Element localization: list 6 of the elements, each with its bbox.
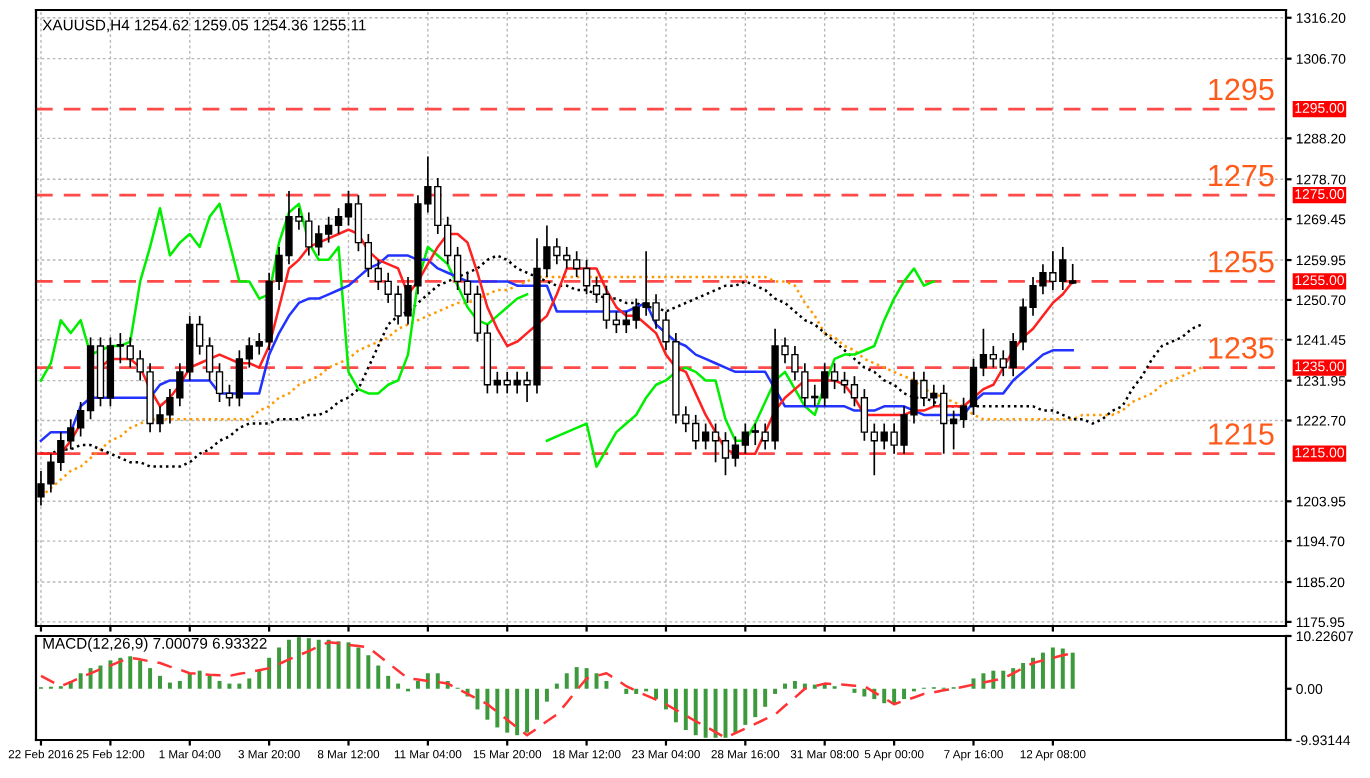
ref-line-label: 1235 [1209, 337, 1274, 359]
line-series [39, 641, 1074, 740]
ref-line-label: 1275 [1209, 164, 1274, 187]
ref-line-label: 1295 [1209, 78, 1274, 101]
ref-line-label: 1255 [1209, 250, 1274, 273]
ref-line-label: 1215 [1209, 423, 1274, 445]
